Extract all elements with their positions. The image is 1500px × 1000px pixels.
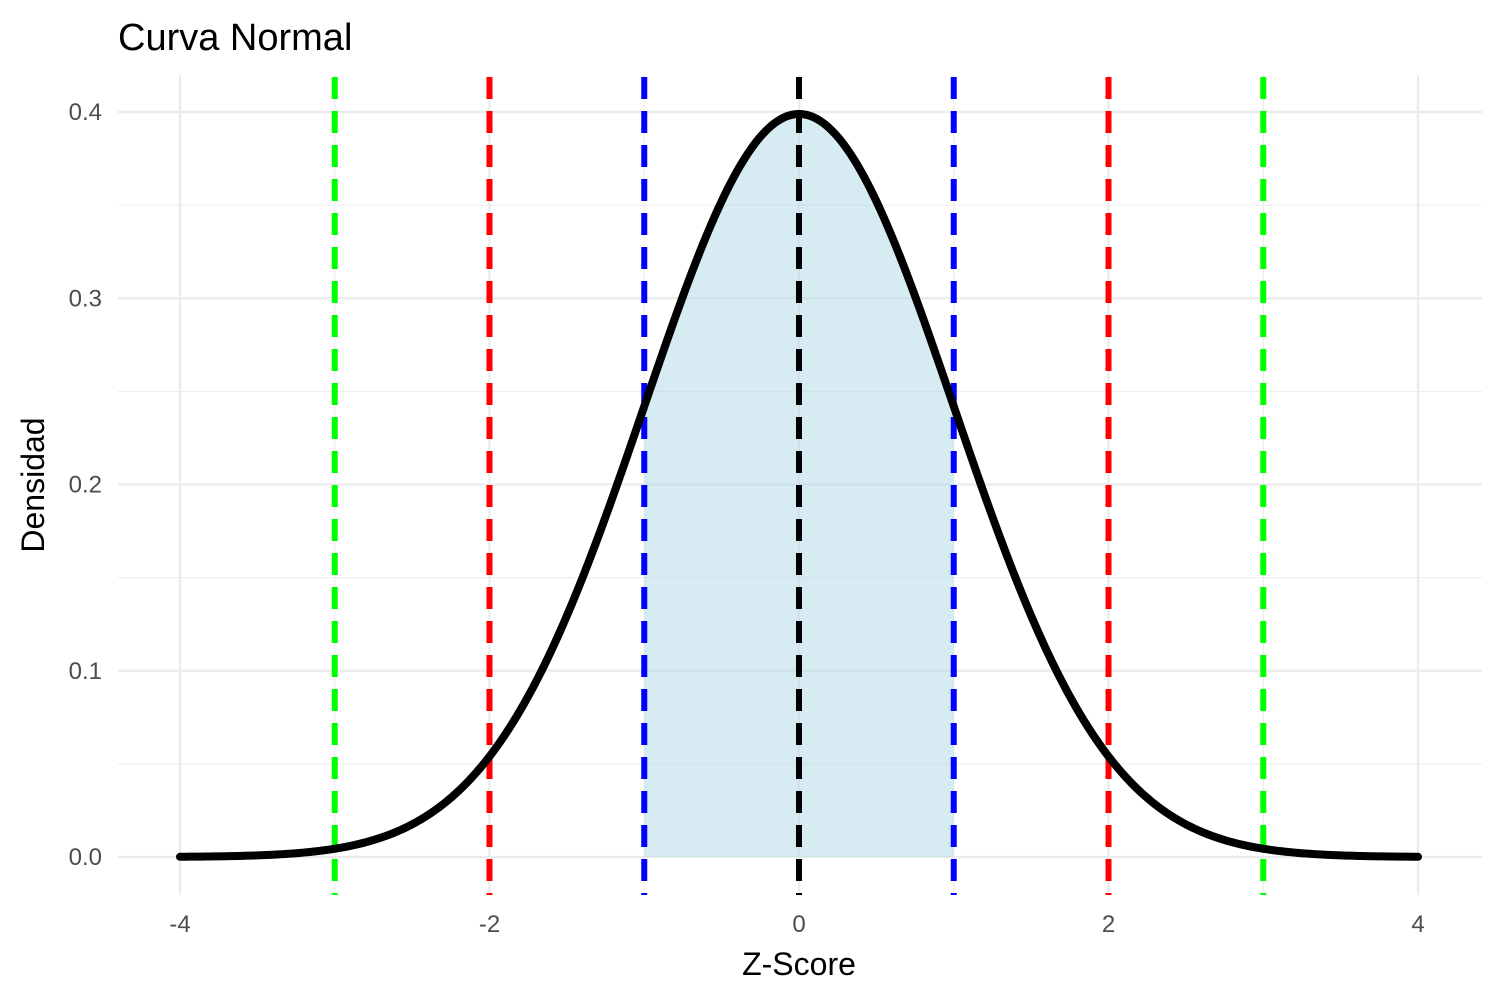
x-axis-title: Z-Score (742, 946, 856, 982)
y-axis-title: Densidad (15, 417, 51, 552)
y-tick-label: 0.0 (69, 844, 102, 871)
x-tick-label: 4 (1411, 911, 1424, 938)
x-tick-label: 0 (792, 911, 805, 938)
curve-layer (176, 109, 1422, 861)
chart-title: Curva Normal (118, 17, 352, 59)
y-tick-label: 0.4 (69, 99, 102, 126)
y-tick-label: 0.2 (69, 472, 102, 499)
normal-curve-line (176, 109, 1422, 861)
tick-labels: -4 -2 0 2 4 0.0 0.1 0.2 0.3 0.4 (69, 99, 1425, 938)
y-tick-label: 0.1 (69, 658, 102, 685)
x-tick-label: -4 (169, 911, 190, 938)
x-tick-label: 2 (1102, 911, 1115, 938)
y-tick-label: 0.3 (69, 285, 102, 312)
x-tick-label: -2 (479, 911, 500, 938)
